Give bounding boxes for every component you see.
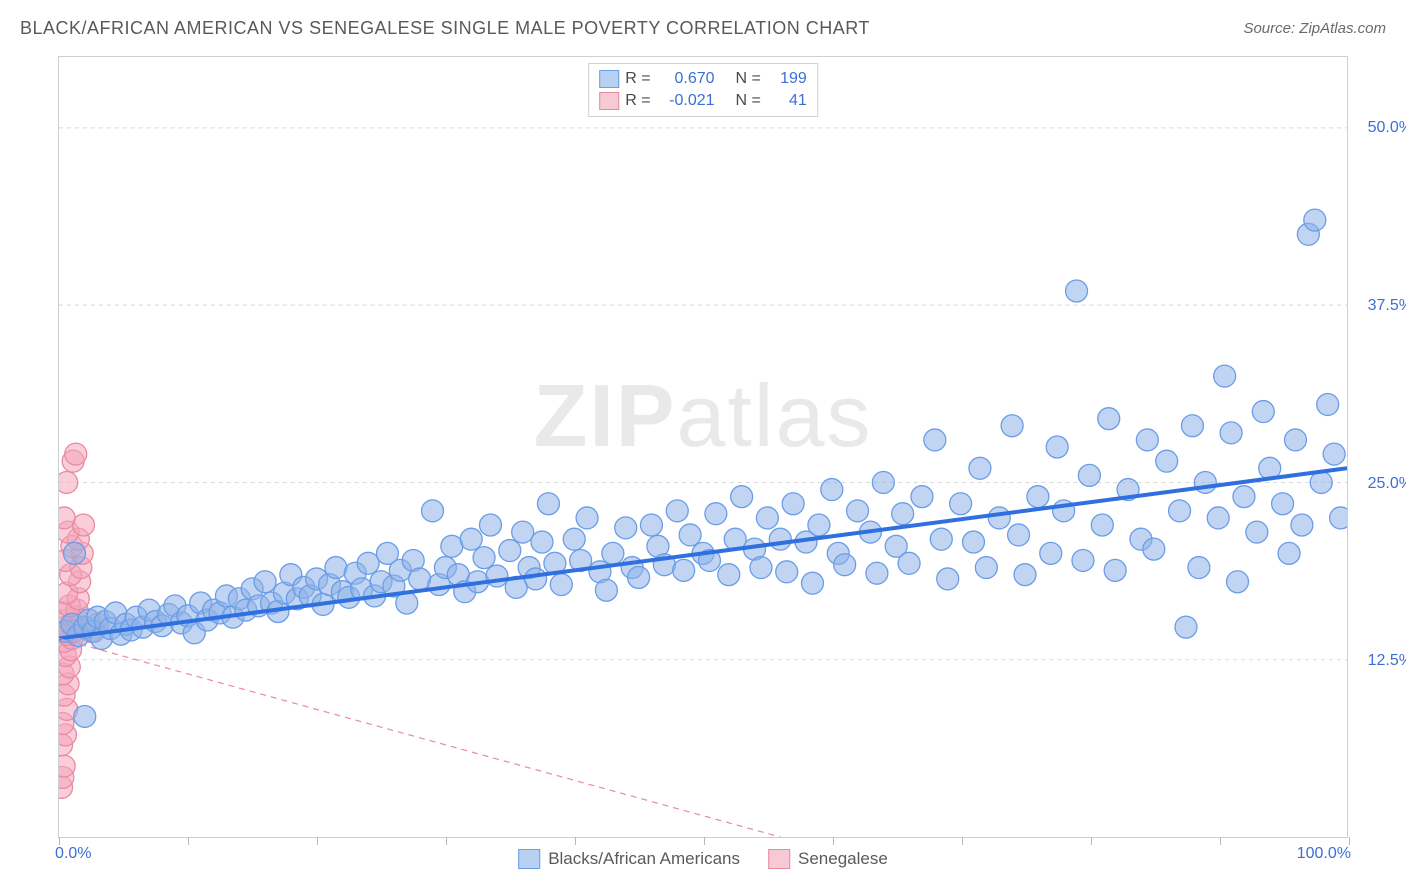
series-legend: Blacks/African Americans Senegalese — [518, 849, 888, 869]
correlation-row-2: R = -0.021 N = 41 — [599, 90, 807, 112]
swatch-icon — [768, 849, 790, 869]
correlation-legend: R = 0.670 N = 199 R = -0.021 N = 41 — [588, 63, 818, 117]
x-axis-min-label: 0.0% — [55, 845, 91, 863]
source-label: Source: ZipAtlas.com — [1243, 20, 1386, 37]
r-value: -0.021 — [657, 90, 715, 112]
chart-svg — [59, 57, 1347, 837]
r-value: 0.670 — [657, 68, 715, 90]
x-tick-mark — [833, 837, 834, 845]
x-tick-mark — [1220, 837, 1221, 845]
n-value: 41 — [767, 90, 807, 112]
x-tick-mark — [1091, 837, 1092, 845]
y-tick-label: 12.5% — [1368, 652, 1406, 670]
y-tick-label: 25.0% — [1368, 475, 1406, 493]
x-tick-mark — [317, 837, 318, 845]
x-tick-mark — [575, 837, 576, 845]
x-tick-mark — [446, 837, 447, 845]
chart-plot-area: ZIPatlas 12.5%25.0%37.5%50.0% 0.0% 100.0… — [58, 56, 1348, 838]
y-tick-label: 37.5% — [1368, 297, 1406, 315]
x-tick-mark — [1349, 837, 1350, 845]
chart-title: BLACK/AFRICAN AMERICAN VS SENEGALESE SIN… — [20, 18, 870, 39]
x-tick-mark — [962, 837, 963, 845]
x-tick-mark — [704, 837, 705, 845]
legend-label: Senegalese — [798, 849, 888, 869]
r-label: R = — [625, 68, 650, 90]
y-tick-label: 50.0% — [1368, 119, 1406, 137]
x-tick-mark — [59, 837, 60, 845]
swatch-icon — [599, 70, 619, 88]
n-value: 199 — [767, 68, 807, 90]
n-label: N = — [735, 90, 760, 112]
legend-label: Blacks/African Americans — [548, 849, 740, 869]
legend-item-2: Senegalese — [768, 849, 888, 869]
x-axis-max-label: 100.0% — [1297, 845, 1351, 863]
swatch-icon — [518, 849, 540, 869]
n-label: N = — [735, 68, 760, 90]
r-label: R = — [625, 90, 650, 112]
legend-item-1: Blacks/African Americans — [518, 849, 740, 869]
x-tick-mark — [188, 837, 189, 845]
swatch-icon — [599, 92, 619, 110]
correlation-row-1: R = 0.670 N = 199 — [599, 68, 807, 90]
